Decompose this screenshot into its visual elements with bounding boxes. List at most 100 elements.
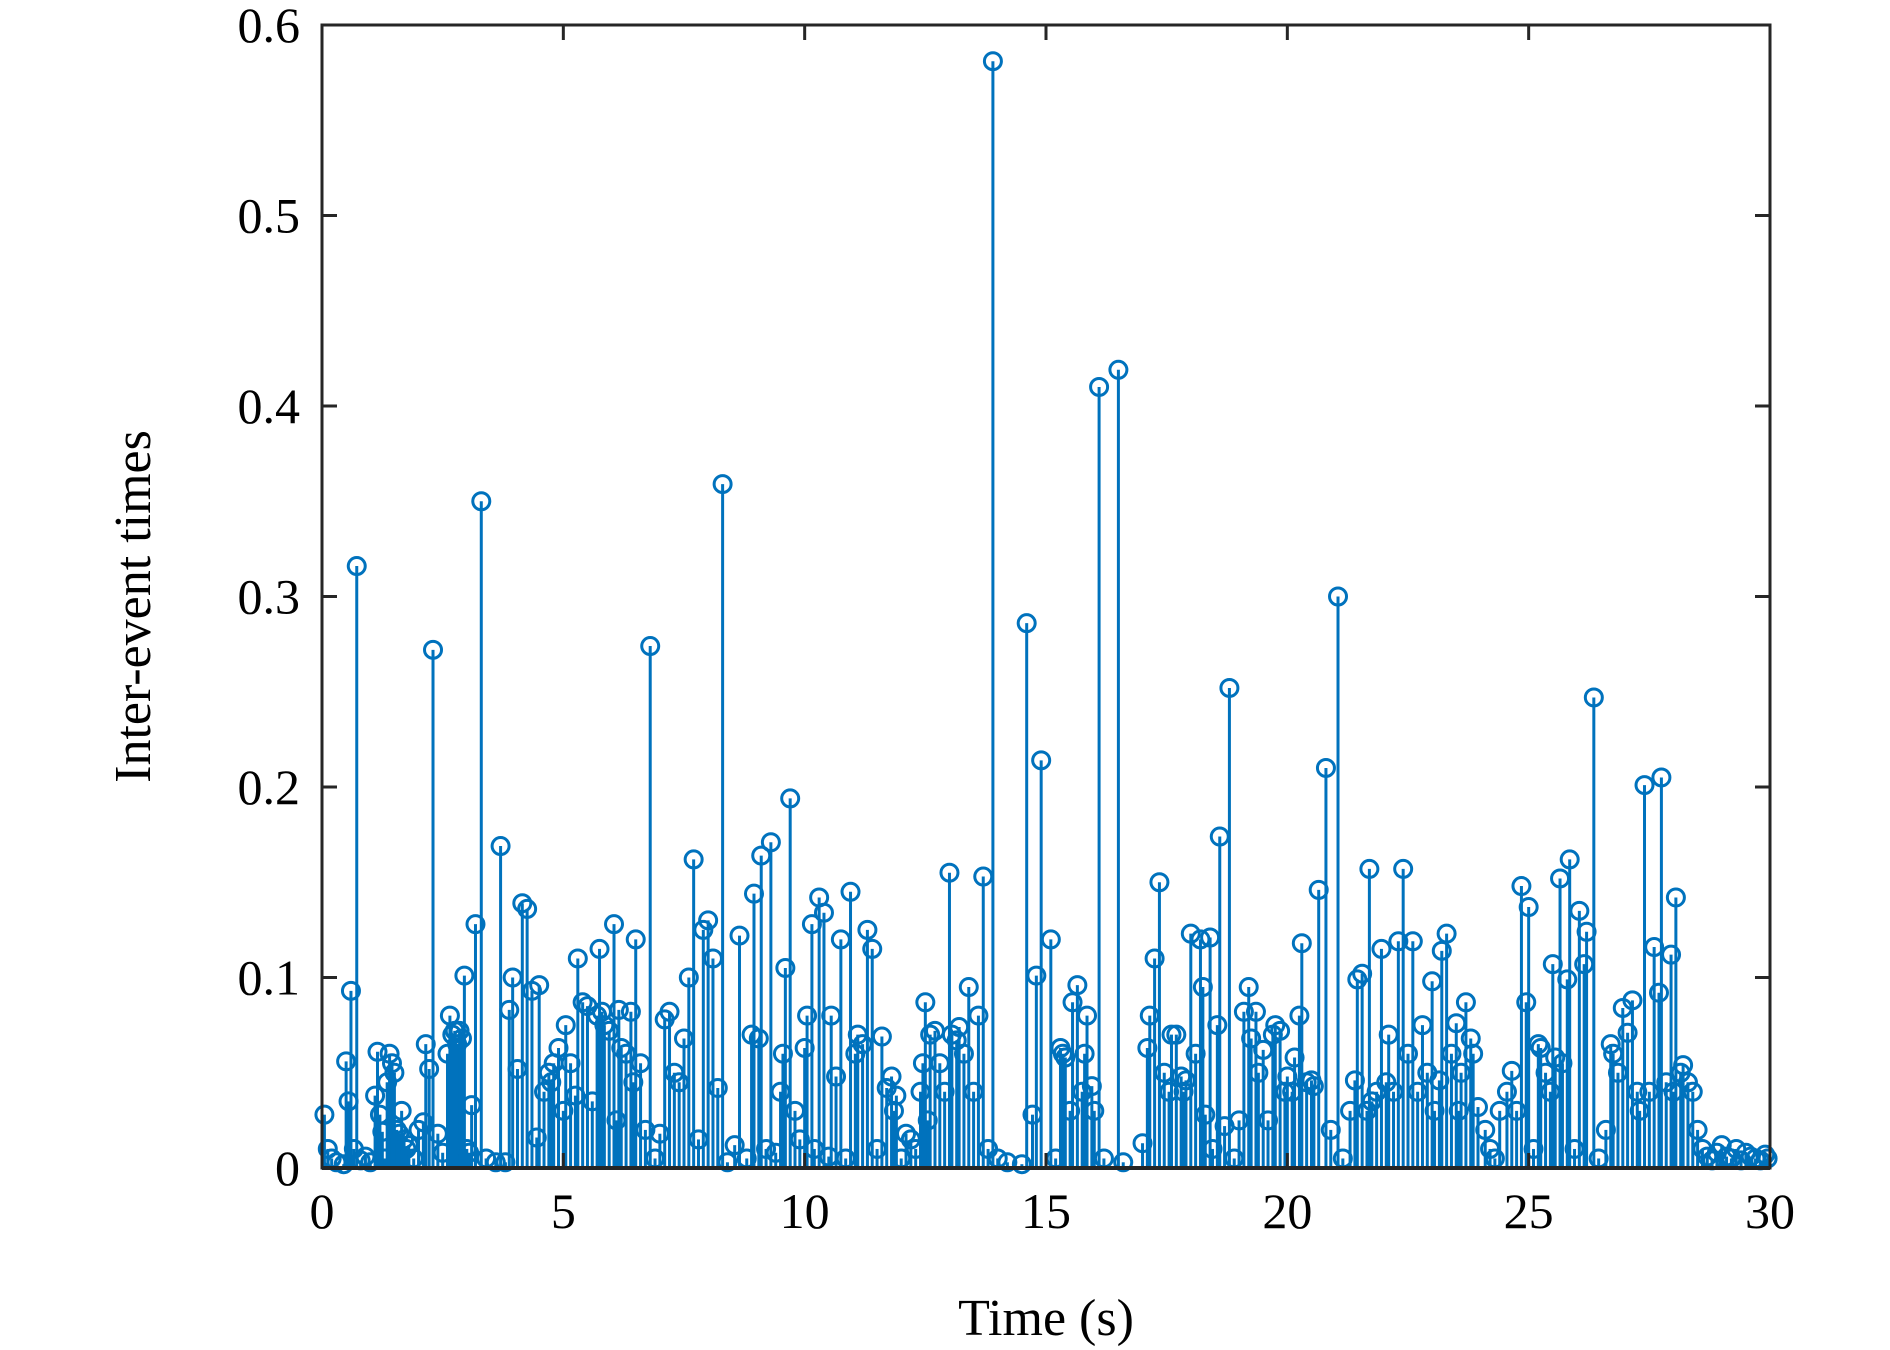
stem-marker xyxy=(1617,1022,1638,1043)
stem-point xyxy=(589,938,610,1168)
stem-marker xyxy=(1219,677,1240,698)
stem-marker xyxy=(451,1028,472,1049)
stem-point xyxy=(1207,1015,1228,1168)
stem-marker xyxy=(775,957,796,978)
stem-marker xyxy=(1270,1020,1291,1041)
stem-point xyxy=(1530,1037,1551,1168)
stem-marker xyxy=(953,1043,974,1064)
y-tick-label: 0.4 xyxy=(238,378,301,434)
stem-point xyxy=(1398,1043,1418,1168)
stem-marker xyxy=(419,1058,440,1079)
stem-point xyxy=(1328,586,1349,1168)
stem-point xyxy=(1557,969,1578,1168)
stem-point xyxy=(572,992,593,1168)
stem-marker xyxy=(1371,938,1392,959)
stem-marker xyxy=(1393,858,1414,879)
x-tick-label: 10 xyxy=(780,1183,830,1239)
y-tick-label: 0 xyxy=(275,1140,300,1196)
y-axis-label: Inter-event times xyxy=(105,430,162,783)
stem-point xyxy=(1677,1072,1698,1168)
x-tick-label: 25 xyxy=(1504,1183,1554,1239)
stem-marker xyxy=(620,1001,641,1022)
stem-marker xyxy=(517,898,538,919)
stem-point xyxy=(1195,1104,1216,1168)
stem-marker xyxy=(1661,944,1682,965)
stem-point xyxy=(857,919,878,1168)
stem-point xyxy=(608,999,629,1168)
stem-point xyxy=(724,1135,745,1168)
stem-marker xyxy=(1559,849,1580,870)
stem-point xyxy=(1661,944,1682,1168)
stem-marker xyxy=(1467,1097,1488,1118)
stem-marker xyxy=(1475,1119,1496,1140)
stem-marker xyxy=(982,51,1003,72)
stem-point xyxy=(1516,992,1537,1168)
stem-point xyxy=(499,999,520,1168)
stem-point xyxy=(1315,757,1336,1168)
stem-marker xyxy=(1511,876,1532,897)
stem-marker xyxy=(567,948,588,969)
stem-point xyxy=(939,862,960,1168)
stem-marker xyxy=(857,919,878,940)
stem-point xyxy=(1687,1119,1708,1168)
stem-marker xyxy=(1289,1005,1310,1026)
stem-point xyxy=(1265,1015,1286,1168)
stem-marker xyxy=(381,1053,402,1074)
stem-marker xyxy=(499,999,520,1020)
stem-marker xyxy=(465,914,486,935)
y-tick-label: 0.3 xyxy=(238,569,301,625)
stem-point xyxy=(780,788,801,1168)
stem-marker xyxy=(683,849,704,870)
x-tick-label: 0 xyxy=(310,1183,335,1239)
x-axis: 0 5 10 15 20 25 30 xyxy=(310,25,1795,1239)
stem-marker xyxy=(724,1135,745,1156)
stem-point xyxy=(1016,613,1037,1168)
stem-marker xyxy=(1687,1119,1708,1140)
stem-marker xyxy=(314,1104,335,1125)
stem-marker xyxy=(589,938,610,959)
stem-marker xyxy=(1677,1072,1698,1093)
stem-point xyxy=(1303,1076,1324,1168)
stem-marker xyxy=(1291,933,1312,954)
stem-marker xyxy=(1207,1015,1228,1036)
stem-point xyxy=(1040,929,1061,1168)
stem-marker xyxy=(1600,1034,1621,1055)
stem-point xyxy=(871,1026,892,1168)
stem-marker xyxy=(1113,1152,1134,1173)
stem-point xyxy=(1219,677,1240,1168)
x-tick-label: 15 xyxy=(1021,1183,1071,1239)
stem-point xyxy=(1634,775,1655,1168)
stem-marker xyxy=(760,832,781,853)
stem-marker xyxy=(608,999,629,1020)
stem-marker xyxy=(1665,887,1686,908)
stem-marker xyxy=(1359,858,1380,879)
stem-marker xyxy=(1622,990,1643,1011)
stem-marker xyxy=(1089,376,1110,397)
stem-marker xyxy=(1648,982,1669,1003)
stem-marker xyxy=(840,881,861,902)
stem-point xyxy=(1402,931,1423,1168)
stem-point xyxy=(340,980,361,1168)
stems-layer xyxy=(314,51,1778,1175)
stem-marker xyxy=(604,914,625,935)
stem-marker xyxy=(862,938,883,959)
stem-marker xyxy=(678,967,699,988)
stem-point xyxy=(1467,1097,1488,1168)
stem-point xyxy=(712,474,733,1168)
stem-marker xyxy=(1557,969,1578,990)
stem-marker xyxy=(707,1077,728,1098)
stem-marker xyxy=(1347,969,1368,990)
stem-point xyxy=(1617,1022,1638,1168)
stem-marker xyxy=(693,919,714,940)
stem-marker xyxy=(336,1051,357,1072)
stem-point xyxy=(698,910,719,1168)
stem-marker xyxy=(997,1152,1018,1173)
stem-marker xyxy=(1455,992,1476,1013)
stem-marker xyxy=(1011,1154,1032,1175)
stem-point xyxy=(1026,965,1047,1168)
y-tick-label: 0.2 xyxy=(238,759,301,815)
y-tick-label: 0.6 xyxy=(238,0,301,53)
stem-marker xyxy=(1398,1043,1418,1064)
stem-point xyxy=(968,1005,989,1168)
stem-point xyxy=(920,1024,941,1168)
